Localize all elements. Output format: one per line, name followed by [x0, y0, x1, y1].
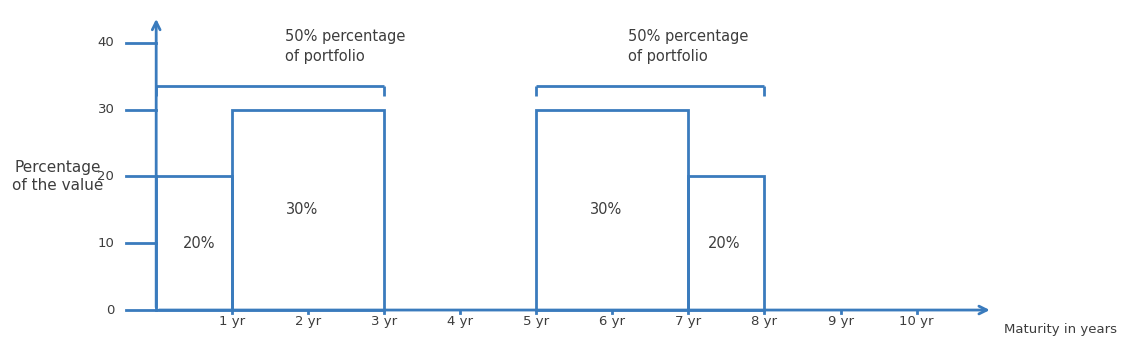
Text: 6 yr: 6 yr — [599, 315, 625, 328]
Text: 50% percentage
of portfolio: 50% percentage of portfolio — [627, 29, 748, 64]
Text: 9 yr: 9 yr — [828, 315, 854, 328]
Text: 40: 40 — [98, 36, 114, 49]
Text: 2 yr: 2 yr — [296, 315, 321, 328]
Text: 0: 0 — [106, 304, 114, 317]
Text: 20%: 20% — [183, 236, 215, 251]
Text: 20%: 20% — [707, 236, 740, 251]
Text: 30%: 30% — [590, 202, 622, 218]
Text: 4 yr: 4 yr — [448, 315, 474, 328]
Text: 30: 30 — [97, 103, 114, 116]
Text: Percentage
of the value: Percentage of the value — [11, 160, 103, 193]
Text: 30%: 30% — [285, 202, 318, 218]
Text: 3 yr: 3 yr — [371, 315, 397, 328]
Text: 10 yr: 10 yr — [899, 315, 934, 328]
Text: 10: 10 — [97, 237, 114, 250]
Text: 5 yr: 5 yr — [523, 315, 549, 328]
Text: 7 yr: 7 yr — [676, 315, 702, 328]
Text: 1 yr: 1 yr — [219, 315, 245, 328]
Text: 50% percentage
of portfolio: 50% percentage of portfolio — [285, 29, 406, 64]
Text: 20: 20 — [97, 170, 114, 183]
Text: 8 yr: 8 yr — [751, 315, 777, 328]
Text: Maturity in years: Maturity in years — [1004, 324, 1117, 337]
